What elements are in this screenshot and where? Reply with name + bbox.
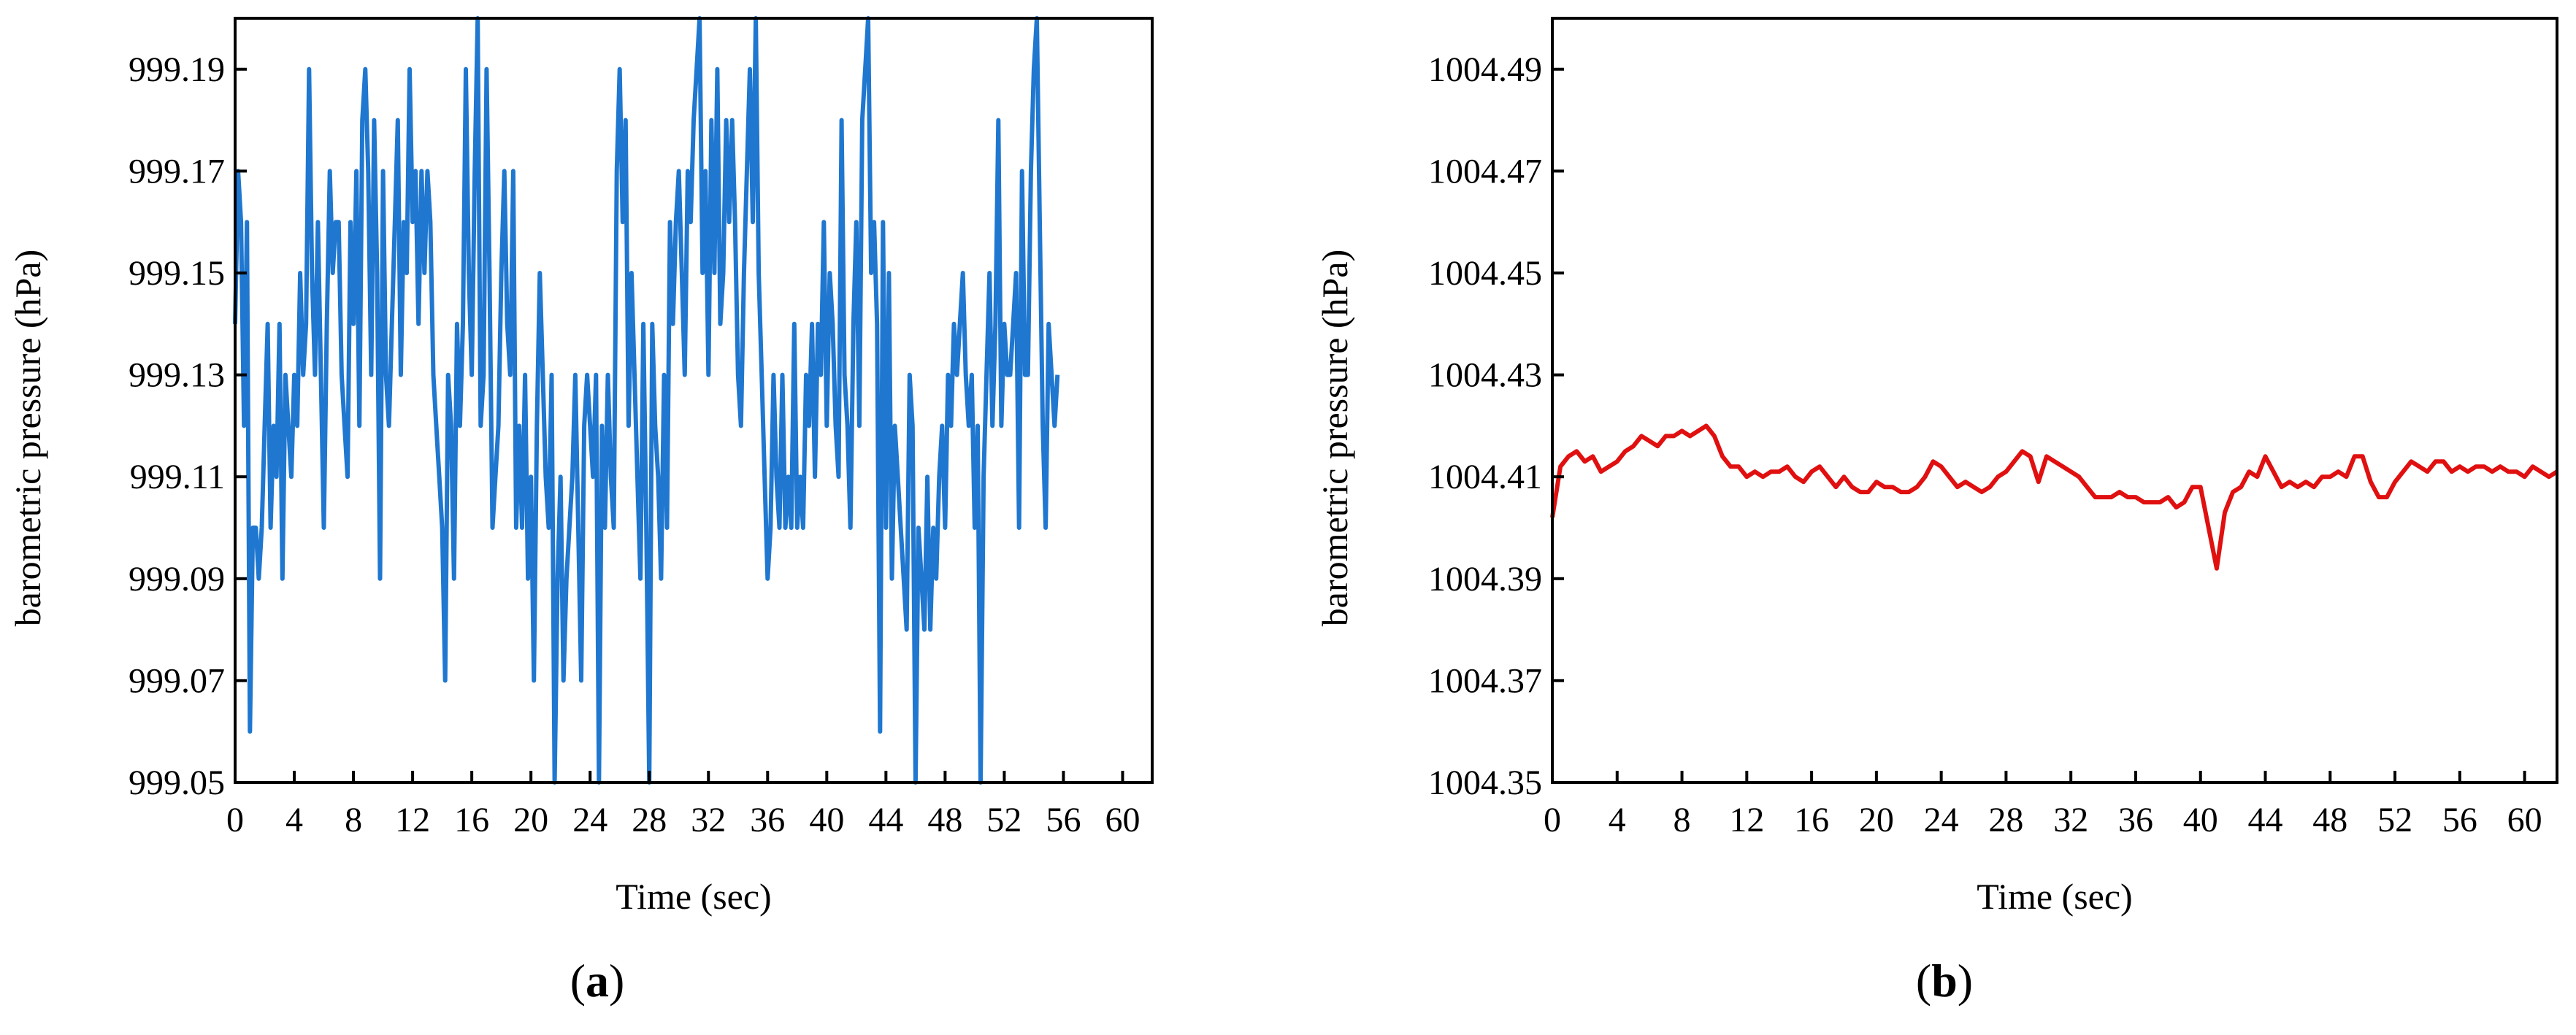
plot-frame [1551,17,2558,784]
y-axis-label: barometric pressure (hPa) [7,250,48,626]
chart-b: 0 4 8 12 16 20 24 28 32 36 40 44 48 52 56 601004.351004… [1314,17,2558,917]
x-tick-label: 8 [345,801,362,839]
x-tick-label: 4 [285,801,303,839]
x-tick-label: 28 [632,801,667,839]
x-tick-label: 0 [1544,801,1561,839]
y-tick-label: 1004.47 [1428,152,1542,191]
y-tick-label: 999.13 [129,356,225,395]
x-tick-label: 40 [2183,801,2218,839]
x-tick-label: 36 [750,801,785,839]
x-axis-label: Time (sec) [1977,876,2132,917]
x-tick-label: 32 [2053,801,2088,839]
x-tick-label: 44 [868,801,903,839]
x-tick-label: 0 [226,801,244,839]
x-tick-label: 4 [1609,801,1626,839]
x-tick-label: 24 [572,801,607,839]
x-axis-label: Time (sec) [616,876,771,917]
y-tick-label: 1004.49 [1428,50,1542,89]
y-tick-label: 999.11 [130,458,225,496]
y-tick-label: 999.05 [129,763,225,802]
chart-a: 0 4 8 12 16 20 24 28 32 36 40 44 48 52 56 60999.05999.0… [7,16,1154,917]
x-tick-label: 48 [927,801,962,839]
y-tick-label: 1004.45 [1428,254,1542,293]
x-tick-label: 20 [1859,801,1894,839]
y-tick-label: 1004.41 [1428,458,1542,496]
y-tick-label: 999.19 [129,50,225,89]
series-line-b [1550,423,2558,571]
x-tick-label: 60 [2507,801,2542,839]
x-tick-label: 12 [1729,801,1764,839]
y-tick-label: 999.09 [129,560,225,599]
x-tick-label: 48 [2312,801,2347,839]
y-tick-label: 999.17 [129,152,225,191]
y-axis-label: barometric pressure (hPa) [1314,250,1355,626]
x-tick-label: 20 [513,801,548,839]
plot-frame [234,17,1154,784]
x-tick-label: 44 [2248,801,2283,839]
x-tick-label: 28 [1988,801,2023,839]
y-tick-label: 999.15 [129,254,225,293]
y-tick-label: 1004.35 [1428,763,1542,802]
x-tick-label: 40 [809,801,844,839]
series-line-a [233,16,1060,785]
x-tick-label: 32 [691,801,726,839]
y-tick-label: 1004.37 [1428,661,1542,700]
x-tick-label: 12 [395,801,430,839]
x-tick-label: 60 [1105,801,1140,839]
x-tick-label: 56 [2442,801,2477,839]
x-tick-label: 16 [454,801,489,839]
panel-label-b: (b) [1916,955,1973,1007]
x-tick-label: 52 [2377,801,2412,839]
x-tick-label: 16 [1794,801,1829,839]
y-tick-label: 1004.39 [1428,560,1542,599]
panel-label-b-letter: b [1931,955,1958,1007]
panel-label-a: (a) [570,955,625,1007]
y-tick-label: 999.07 [129,661,225,700]
x-tick-label: 36 [2118,801,2153,839]
x-tick-label: 56 [1046,801,1081,839]
x-tick-label: 8 [1674,801,1691,839]
panel-label-a-letter: a [586,955,609,1007]
y-tick-label: 1004.43 [1428,356,1542,395]
x-tick-label: 24 [1924,801,1959,839]
x-tick-label: 52 [986,801,1021,839]
